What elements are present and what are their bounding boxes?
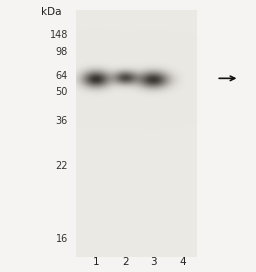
Bar [76, 10, 197, 257]
Text: 64: 64 [56, 71, 68, 81]
Text: 98: 98 [56, 47, 68, 57]
Text: 3: 3 [150, 257, 157, 267]
Text: 50: 50 [56, 88, 68, 97]
Text: 4: 4 [180, 257, 186, 267]
Text: 148: 148 [49, 30, 68, 40]
Text: 1: 1 [93, 257, 99, 267]
Text: 2: 2 [122, 257, 129, 267]
Text: 22: 22 [55, 161, 68, 171]
Text: kDa: kDa [41, 7, 61, 17]
Text: 36: 36 [56, 116, 68, 126]
Text: 16: 16 [56, 234, 68, 244]
